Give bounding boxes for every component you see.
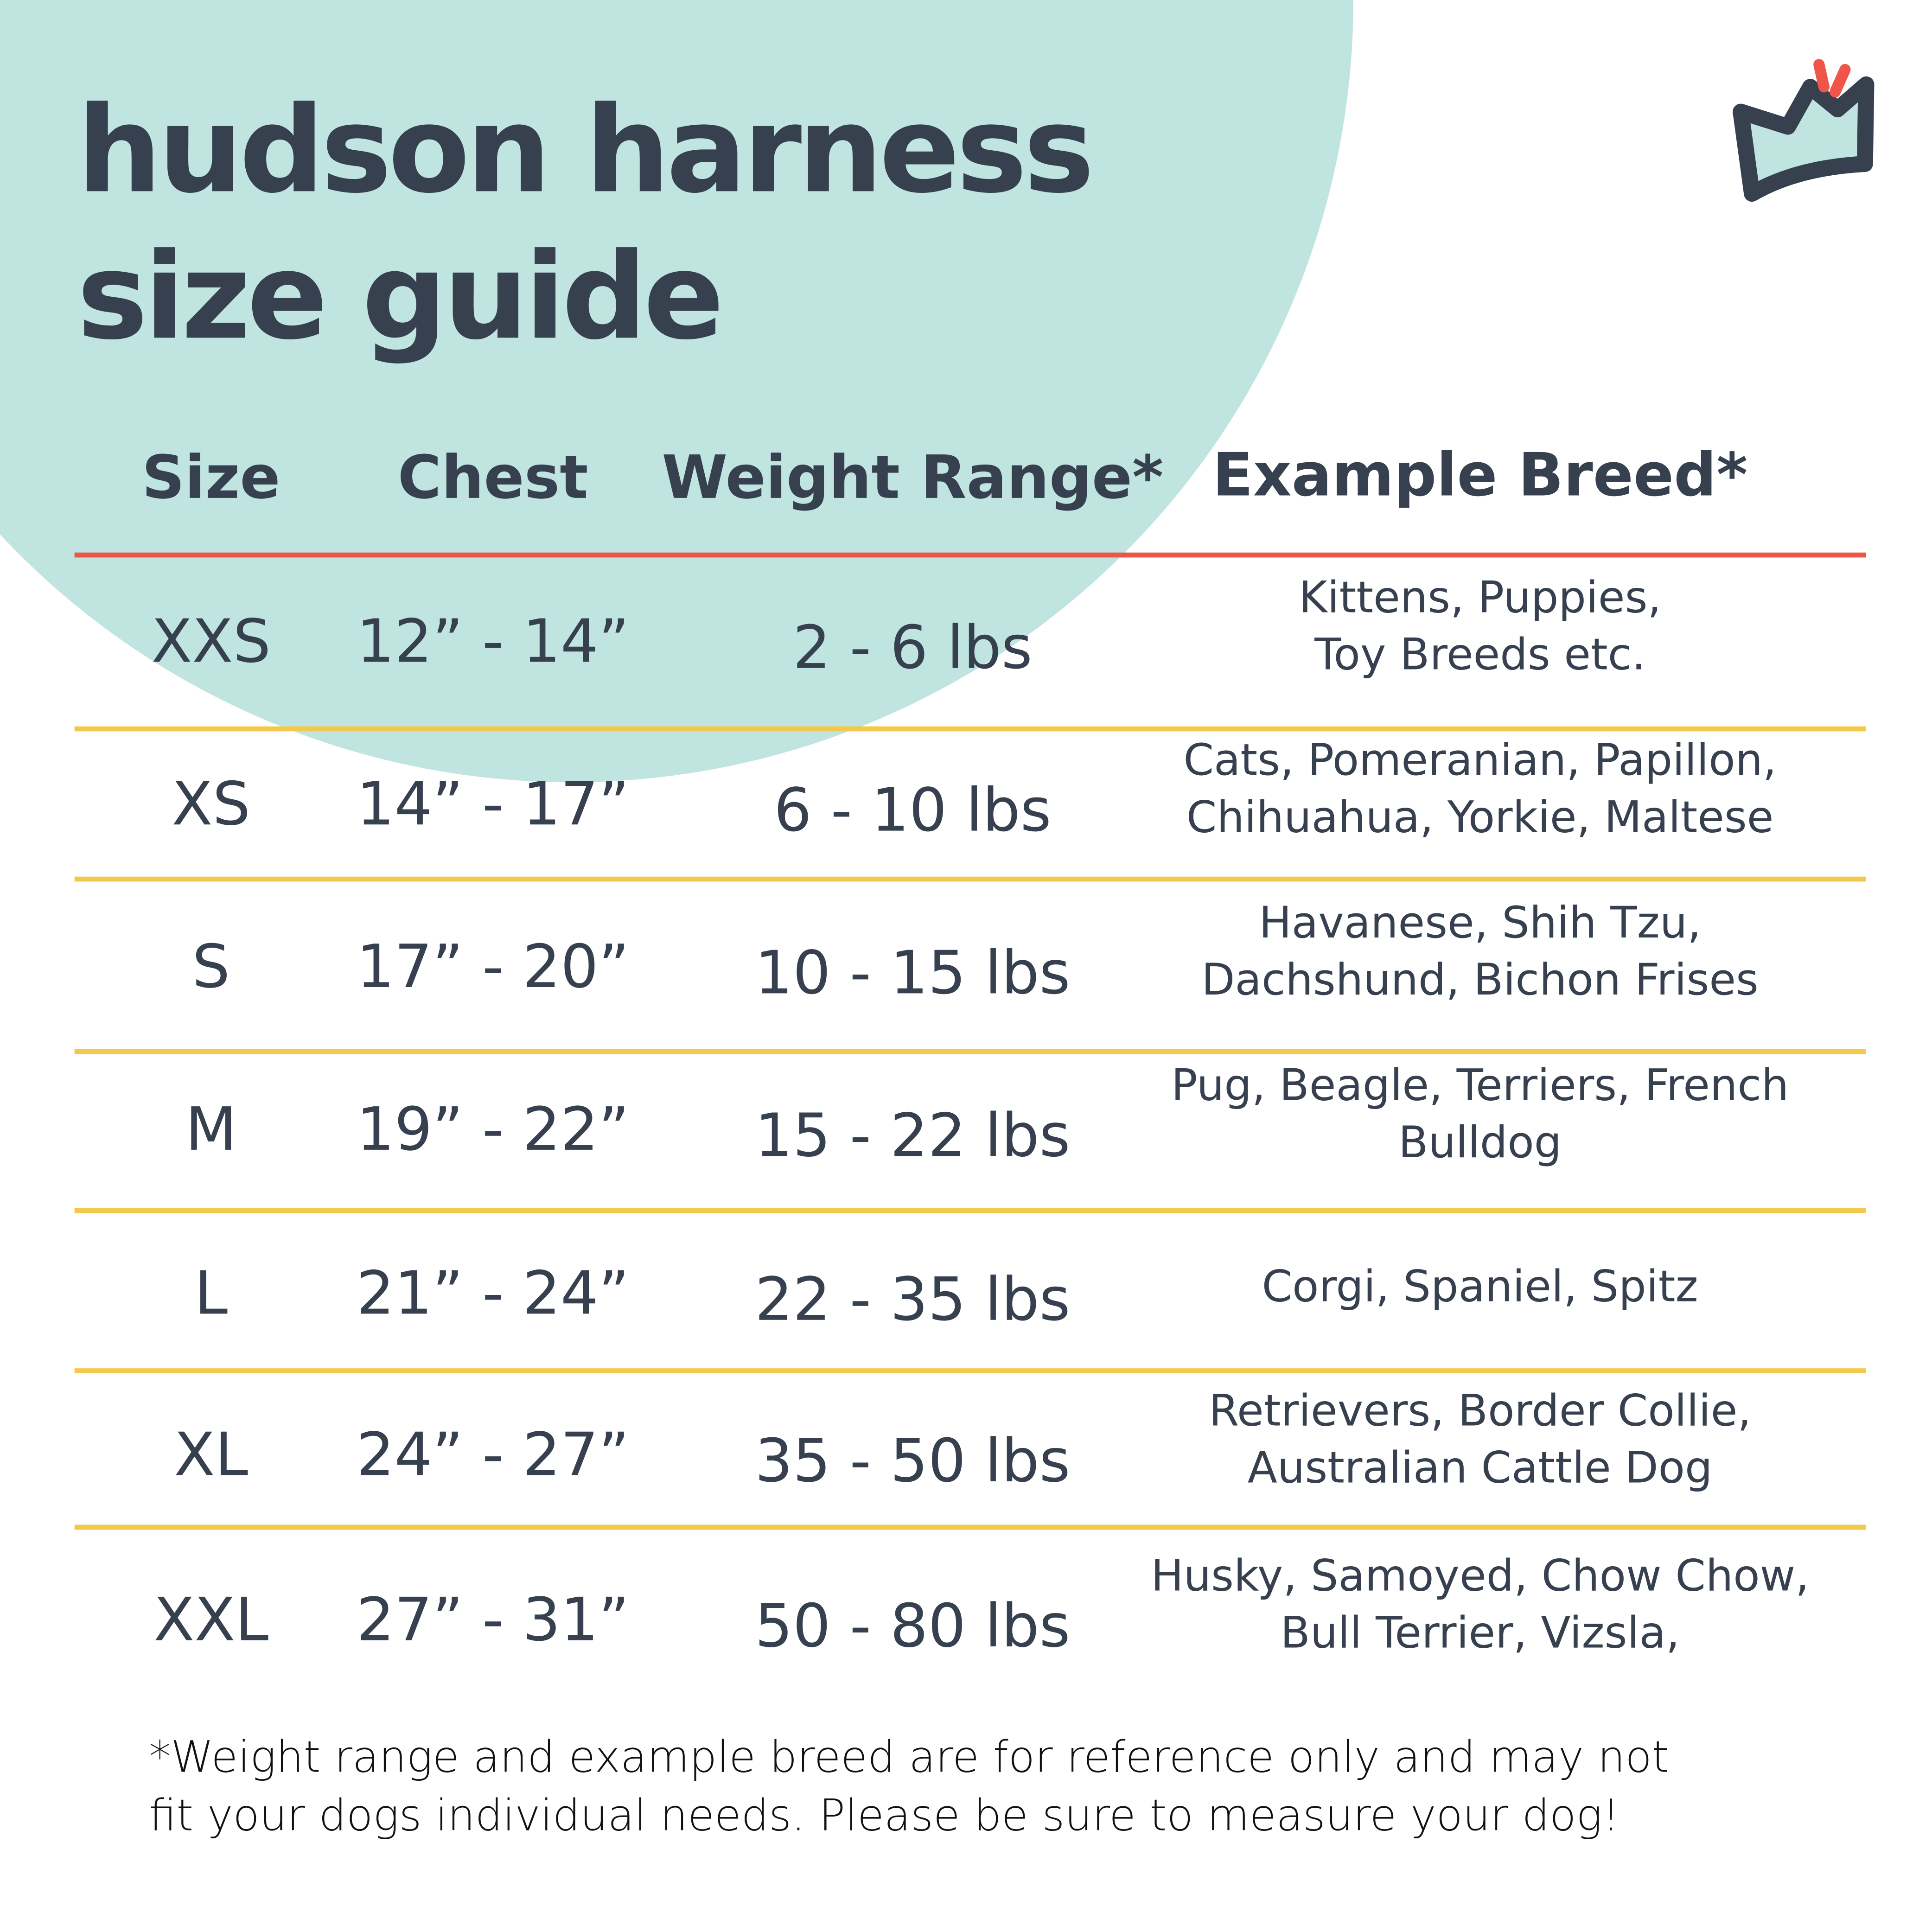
chest-cell: 27” - 31” (356, 1585, 630, 1655)
breed-line: Corgi, Spaniel, Spitz (1262, 1262, 1698, 1313)
breed-cell: Cats, Pomeranian, Papillon, Chihuahua, Yo… (1108, 733, 1853, 847)
footnote-line-2: fit your dogs individual needs. Please b… (149, 1792, 1620, 1842)
size-cell: XL (174, 1420, 249, 1490)
row-divider (74, 726, 1867, 732)
page-title: hudson harness size guide (77, 77, 1095, 370)
breed-line: Retrievers, Border Collie, (1209, 1387, 1752, 1437)
row-divider (74, 1524, 1867, 1530)
chest-cell: 14” - 17” (356, 770, 630, 840)
breed-line: Chihuahua, Yorkie, Maltese (1186, 793, 1774, 843)
header-chest: Chest (397, 443, 588, 513)
chest-cell: 21” - 24” (356, 1259, 630, 1329)
weight-cell: 15 - 22 lbs (755, 1101, 1071, 1171)
chest-cell: 19” - 22” (356, 1095, 630, 1165)
weight-cell: 6 - 10 lbs (774, 776, 1052, 846)
weight-cell: 50 - 80 lbs (755, 1592, 1071, 1662)
header-divider (74, 552, 1867, 558)
breed-line: Bulldog (1398, 1118, 1562, 1168)
row-divider (74, 1368, 1867, 1373)
size-cell: S (192, 932, 230, 1002)
row-divider (74, 1208, 1867, 1213)
breed-line: Dachshund, Bichon Frises (1201, 956, 1759, 1006)
breed-cell: Corgi, Spaniel, Spitz (1108, 1259, 1853, 1316)
footnote: *Weight range and example breed are for … (149, 1729, 1669, 1846)
title-line-1: hudson harness (77, 81, 1095, 220)
breed-line: Havanese, Shih Tzu, (1259, 899, 1702, 949)
chest-cell: 17” - 20” (356, 932, 630, 1002)
weight-cell: 10 - 15 lbs (755, 938, 1071, 1008)
size-cell: XXL (153, 1585, 269, 1655)
breed-cell: Kittens, Puppies, Toy Breeds etc. (1108, 570, 1853, 684)
footnote-line-1: *Weight range and example breed are for … (149, 1733, 1669, 1783)
title-line-2: size guide (77, 227, 724, 367)
breed-cell: Pug, Beagle, Terriers, French Bulldog (1108, 1058, 1853, 1172)
row-divider (74, 1049, 1867, 1054)
breed-line: Toy Breeds etc. (1314, 631, 1646, 681)
chest-cell: 12” - 14” (356, 607, 630, 677)
breed-line: Australian Cattle Dog (1247, 1444, 1713, 1494)
size-cell: L (194, 1259, 228, 1329)
row-divider (74, 876, 1867, 882)
size-cell: XXS (151, 607, 271, 677)
weight-cell: 22 - 35 lbs (755, 1265, 1071, 1335)
breed-cell: Retrievers, Border Collie, Australian Cat… (1108, 1383, 1853, 1497)
breed-cell: Havanese, Shih Tzu, Dachshund, Bichon Fri… (1108, 895, 1853, 1009)
breed-line: Bull Terrier, Vizsla, (1280, 1609, 1680, 1659)
weight-cell: 35 - 50 lbs (755, 1427, 1071, 1496)
breed-line: Pug, Beagle, Terriers, French (1171, 1061, 1789, 1111)
header-weight: Weight Range* (662, 443, 1164, 513)
breed-line: Kittens, Puppies, (1299, 574, 1662, 624)
breed-cell: Husky, Samoyed, Chow Chow, Bull Terrier, … (1108, 1548, 1853, 1662)
weight-cell: 2 - 6 lbs (792, 613, 1033, 683)
chest-cell: 24” - 27” (356, 1420, 630, 1490)
breed-line: Husky, Samoyed, Chow Chow, (1151, 1552, 1810, 1602)
crown-icon (1733, 59, 1875, 202)
header-size: Size (141, 443, 281, 513)
size-cell: M (185, 1095, 237, 1165)
size-cell: XS (172, 770, 251, 840)
breed-line: Cats, Pomeranian, Papillon, (1183, 736, 1777, 786)
header-breed: Example Breed* (1212, 440, 1748, 510)
